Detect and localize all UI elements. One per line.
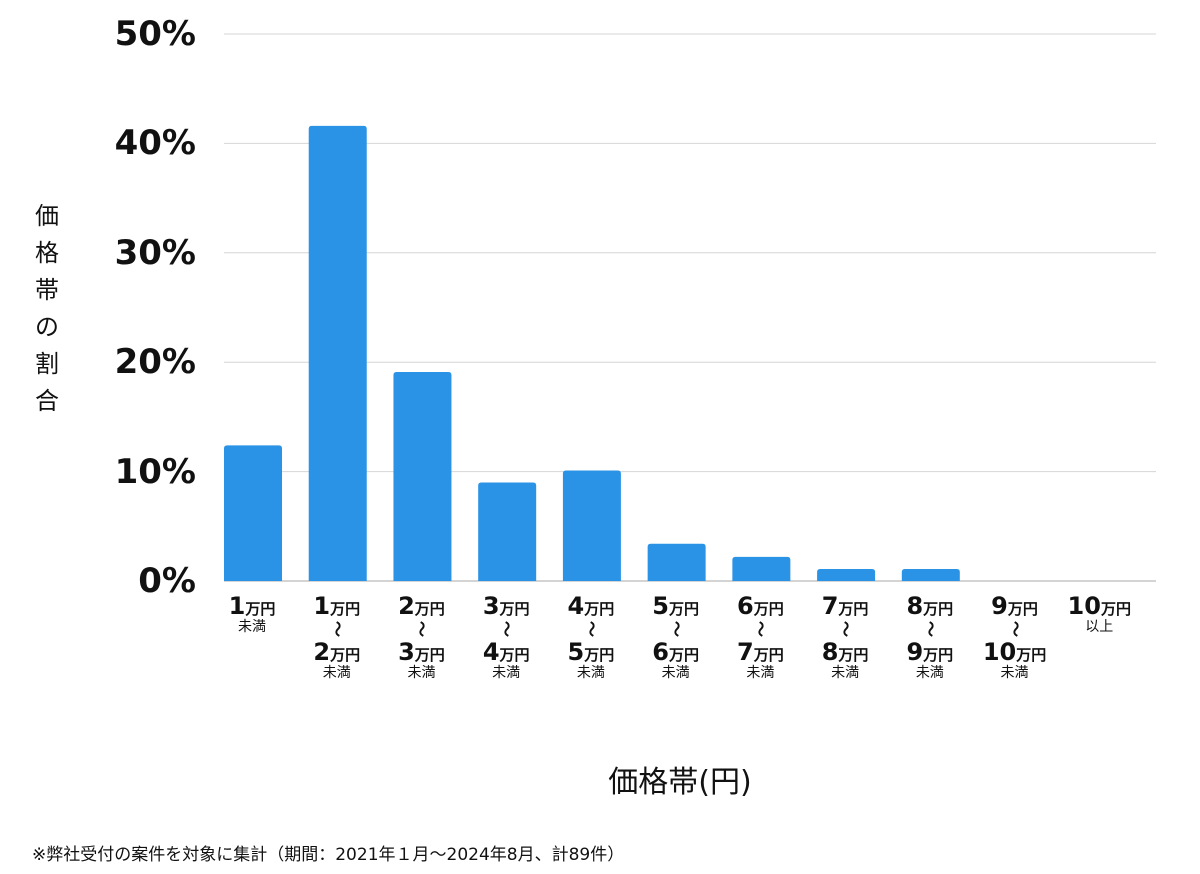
range-from: 3 (482, 592, 500, 620)
range-suffix: 以上 (1085, 619, 1114, 635)
range-from: 8 (906, 592, 924, 620)
range-suffix: 未満 (407, 665, 436, 681)
x-tick-label: 5万円〜 6万円 未満 (634, 594, 718, 680)
unit: 万円 (1007, 600, 1038, 618)
bar (478, 482, 537, 581)
unit: 万円 (668, 646, 699, 664)
x-tick-label: 10万円 以上 (1057, 594, 1141, 634)
footnote: ※弊社受付の案件を対象に集計（期間：2021年１月〜2024年8月、計89件） (32, 845, 625, 865)
range-to: 8 (821, 638, 839, 666)
bar (224, 445, 282, 581)
unit: 万円 (923, 646, 954, 664)
unit: 万円 (584, 600, 615, 618)
unit: 万円 (499, 646, 530, 664)
y-tick-label: 50% (114, 14, 196, 54)
range-tilde: 〜 (1005, 620, 1025, 637)
range-to: 5 (567, 638, 585, 666)
range-to: 10 (982, 638, 1017, 666)
range-from: 10 (1067, 592, 1101, 620)
bar (308, 125, 367, 582)
range-suffix: 未満 (831, 665, 860, 681)
bar (732, 556, 791, 581)
x-axis-label: 価格帯(円) (608, 765, 752, 800)
range-suffix: 未満 (1000, 665, 1029, 681)
y-tick-label: 40% (114, 123, 196, 164)
unit: 万円 (838, 600, 869, 618)
range-to: 6 (652, 638, 669, 666)
unit: 万円 (330, 646, 361, 664)
bar (901, 568, 960, 581)
range-suffix: 未満 (661, 665, 690, 681)
x-tick-label: 7万円〜 8万円 未満 (803, 594, 887, 680)
range-from: 4 (567, 592, 585, 620)
range-from: 6 (737, 592, 754, 620)
unit: 万円 (584, 646, 615, 664)
range-suffix: 未満 (322, 665, 351, 681)
unit: 万円 (753, 600, 784, 618)
range-to: 3 (398, 638, 415, 666)
range-from: 1 (313, 592, 331, 620)
range-to: 2 (313, 638, 331, 666)
x-tick-label: 1万円 未満 (210, 594, 294, 634)
range-from: 1 (228, 592, 246, 620)
bar (562, 470, 621, 581)
range-suffix: 未満 (576, 665, 605, 681)
unit: 万円 (414, 646, 445, 664)
unit: 万円 (668, 600, 699, 618)
unit: 万円 (245, 600, 276, 618)
bar (647, 543, 706, 581)
unit: 万円 (1016, 646, 1047, 664)
range-suffix: 未満 (238, 619, 266, 635)
range-tilde: 〜 (327, 620, 347, 637)
x-tick-label: 1万円〜 2万円 未満 (295, 594, 379, 680)
unit: 万円 (1100, 600, 1131, 618)
range-from: 2 (398, 592, 415, 620)
bar (393, 372, 452, 581)
range-tilde: 〜 (412, 620, 432, 637)
x-tick-label: 6万円〜 7万円 未満 (718, 594, 802, 680)
range-suffix: 未満 (915, 665, 944, 681)
range-suffix: 未満 (746, 665, 775, 681)
range-from: 7 (821, 592, 839, 620)
unit: 万円 (753, 646, 784, 664)
range-from: 5 (652, 592, 669, 620)
range-tilde: 〜 (836, 620, 856, 637)
range-to: 4 (482, 638, 500, 666)
y-tick-label: 0% (138, 561, 196, 601)
unit: 万円 (414, 600, 445, 618)
unit: 万円 (499, 600, 530, 618)
bar (817, 568, 876, 581)
range-from: 9 (991, 592, 1008, 620)
range-to: 7 (737, 638, 754, 666)
range-suffix: 未満 (492, 665, 521, 681)
unit: 万円 (923, 600, 954, 618)
y-tick-label: 10% (114, 451, 196, 492)
x-tick-label: 3万円〜 4万円 未満 (464, 594, 548, 680)
y-tick-label: 20% (114, 342, 196, 383)
range-tilde: 〜 (666, 620, 686, 637)
x-tick-label: 8万円〜 9万円 未満 (888, 594, 972, 680)
unit: 万円 (838, 646, 869, 664)
x-tick-label: 2万円〜 3万円 未満 (379, 594, 463, 680)
range-tilde: 〜 (497, 620, 517, 637)
y-tick-label: 30% (114, 232, 196, 273)
range-tilde: 〜 (920, 620, 940, 637)
unit: 万円 (330, 600, 361, 618)
range-tilde: 〜 (581, 620, 601, 637)
y-axis-label: 価格帯の割合 (35, 202, 59, 415)
x-tick-label: 9万円〜 10万円 未満 (973, 594, 1057, 680)
range-to: 9 (906, 638, 924, 666)
x-tick-label: 4万円〜 5万円 未満 (549, 594, 633, 680)
range-tilde: 〜 (751, 620, 771, 637)
